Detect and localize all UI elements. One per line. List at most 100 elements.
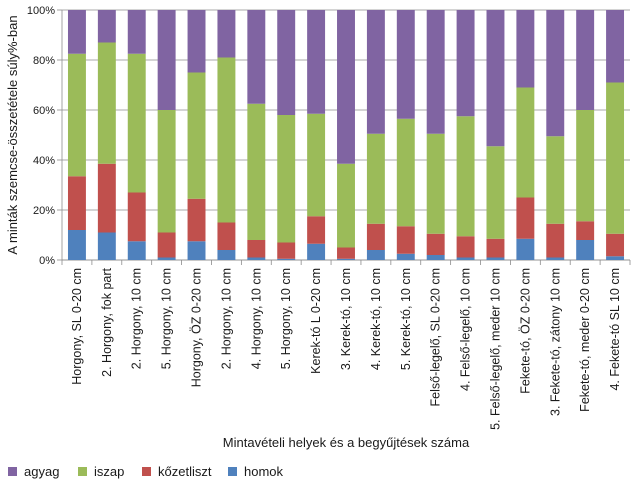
- x-tick-label: 4. Fekete-tó SL 10 cm: [608, 268, 622, 391]
- bar-segment-iszap: [247, 103, 266, 240]
- bar-segment-iszap: [606, 82, 625, 234]
- bar-segment-kőzetliszt: [337, 247, 355, 259]
- x-tick-label: 4. Horgony, 10 cm: [249, 268, 263, 369]
- bar-segment-agyag: [277, 10, 296, 115]
- x-axis-label: Mintavételi helyek és a begyűjtések szám…: [223, 435, 470, 450]
- bar-segment-homok: [247, 257, 266, 260]
- x-tick-label: Fekete-tó, meder 0-20 cm: [578, 268, 592, 412]
- bar-segment-agyag: [546, 10, 565, 137]
- bar-segment-iszap: [187, 72, 206, 199]
- legend-swatch: [78, 467, 87, 476]
- bar-segment-agyag: [67, 10, 86, 54]
- y-axis-label: A minták szemcse-összetétele súly%-ban: [5, 15, 20, 254]
- x-axis-ticks: Horgony, SL 0-20 cm 2. Horgony, fok part 2…: [70, 267, 622, 429]
- bar-segment-homok: [606, 256, 625, 260]
- bar-segment-agyag: [456, 10, 475, 117]
- bar-segment-iszap: [157, 110, 176, 233]
- bar-segment-agyag: [247, 10, 266, 104]
- bar-segment-kőzetliszt: [606, 233, 625, 257]
- bar-segment-homok: [486, 257, 505, 260]
- x-tick-label: 3. Kerek-tó, 10 cm: [339, 268, 353, 370]
- bar-segment-homok: [67, 230, 86, 260]
- x-tick-label: Kerek-tó L 0-20 cm: [309, 268, 323, 374]
- x-tick-label: 5. Felső-legelő, meder 10 cm: [488, 268, 502, 430]
- bar-segment-agyag: [127, 10, 146, 54]
- bar-segment-homok: [456, 257, 475, 260]
- legend-label: kőzetliszt: [158, 464, 212, 479]
- bar-segment-homok: [337, 258, 355, 260]
- bar-segment-iszap: [456, 116, 475, 237]
- bar-segment-iszap: [546, 136, 565, 224]
- x-tick-label: 3. Fekete-tó, zátony 10 cm: [548, 268, 562, 416]
- bar-segment-kőzetliszt: [127, 192, 146, 242]
- bar-segment-agyag: [97, 10, 116, 43]
- bar-segment-kőzetliszt: [516, 197, 535, 239]
- bar-segment-kőzetliszt: [97, 163, 116, 233]
- bar-segment-homok: [307, 243, 326, 260]
- bar-segment-iszap: [97, 42, 116, 164]
- bar-segment-homok: [516, 238, 535, 260]
- bar-segment-homok: [546, 257, 565, 260]
- y-tick-label: 20%: [33, 205, 55, 217]
- bar-segment-homok: [426, 255, 445, 260]
- bar-segment-agyag: [396, 10, 415, 119]
- x-tick-label: 2. Horgony, 10 cm: [130, 268, 144, 369]
- bar-segment-kőzetliszt: [307, 216, 326, 244]
- bar-segment-iszap: [217, 57, 236, 223]
- bar-segment-agyag: [187, 10, 206, 73]
- bar-segment-kőzetliszt: [396, 226, 415, 254]
- bar-segment-kőzetliszt: [456, 236, 475, 258]
- x-tick-label: 2. Horgony, 10 cm: [219, 268, 233, 369]
- bar-segment-homok: [396, 253, 415, 260]
- bar-segment-iszap: [486, 146, 505, 239]
- bar-segment-kőzetliszt: [576, 221, 595, 240]
- bar-segment-iszap: [426, 133, 445, 234]
- x-tick-label: 5. Horgony, 10 cm: [160, 268, 174, 369]
- bar-segment-kőzetliszt: [187, 198, 206, 242]
- bar-segment-iszap: [396, 118, 415, 227]
- bar-segment-agyag: [157, 10, 176, 110]
- bar-segment-agyag: [217, 10, 236, 58]
- bar-segment-agyag: [307, 10, 326, 114]
- bar-segment-iszap: [366, 133, 385, 224]
- bar-segment-kőzetliszt: [217, 222, 236, 250]
- bar-segment-kőzetliszt: [67, 176, 86, 230]
- legend-swatch: [8, 467, 17, 476]
- bar-segment-iszap: [307, 113, 326, 217]
- y-axis-ticks: 0% 20% 40% 60% 80% 100%: [27, 5, 55, 267]
- bar-segment-iszap: [277, 115, 296, 243]
- bar-segment-homok: [127, 241, 146, 260]
- bar-segment-iszap: [576, 110, 595, 222]
- bar-segment-homok: [277, 258, 296, 260]
- bar-segment-agyag: [576, 10, 595, 110]
- bar-segment-agyag: [366, 10, 385, 134]
- bar-segment-agyag: [516, 10, 535, 88]
- legend-swatch: [142, 467, 151, 476]
- x-tick-label: 4. Kerek-tó, 10 cm: [369, 268, 383, 370]
- legend-swatch: [228, 467, 237, 476]
- x-tick-label: Horgony, SL 0-20 cm: [70, 268, 84, 385]
- x-tick-label: 5. Horgony, 10 cm: [279, 268, 293, 369]
- bar-segment-kőzetliszt: [157, 232, 176, 258]
- y-tick-label: 100%: [27, 5, 55, 17]
- x-tick-label: 4. Felső-legelő, 10 cm: [459, 268, 473, 391]
- bar-segment-homok: [366, 250, 385, 260]
- y-tick-label: 0%: [39, 255, 55, 267]
- bar-segment-iszap: [337, 163, 355, 248]
- bar-segment-kőzetliszt: [366, 223, 385, 250]
- bar-segment-homok: [97, 232, 116, 260]
- x-tick-label: 5. Kerek-tó, 10 cm: [399, 268, 413, 370]
- x-tick-label: Fekete-tó, ÖZ 0-20 cm: [518, 268, 532, 394]
- x-tick-label: 2. Horgony, fok part: [100, 267, 114, 376]
- bar-segment-iszap: [67, 53, 86, 177]
- bar-segment-kőzetliszt: [546, 223, 565, 258]
- y-tick-label: 40%: [33, 155, 55, 167]
- bar-segment-kőzetliszt: [486, 238, 505, 258]
- bar-segment-kőzetliszt: [247, 240, 266, 258]
- bar-segment-agyag: [337, 10, 355, 164]
- bar-segment-kőzetliszt: [277, 242, 296, 259]
- bar-segment-agyag: [486, 10, 505, 147]
- y-tick-label: 60%: [33, 105, 55, 117]
